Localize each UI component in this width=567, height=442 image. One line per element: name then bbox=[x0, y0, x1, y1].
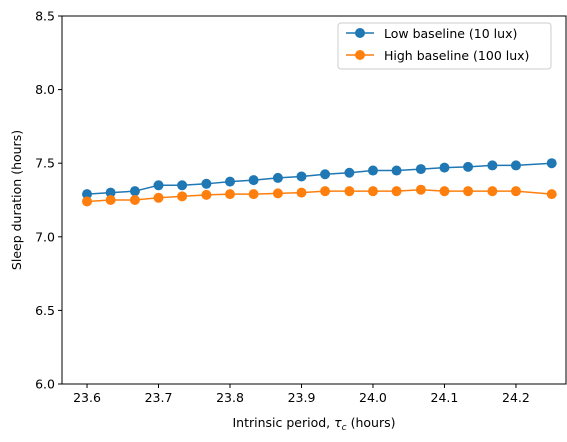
x-tick-label: 23.8 bbox=[216, 390, 244, 405]
x-tick-label: 23.6 bbox=[73, 390, 101, 405]
data-point-1-4 bbox=[177, 191, 187, 201]
legend-label-high: High baseline (100 lux) bbox=[384, 48, 529, 63]
data-point-1-19 bbox=[547, 189, 557, 199]
data-point-1-10 bbox=[320, 186, 330, 196]
y-axis-label: Sleep duration (hours) bbox=[9, 130, 24, 270]
data-point-0-13 bbox=[392, 166, 402, 176]
x-axis-label: Intrinsic period, τc (hours) bbox=[232, 415, 395, 433]
data-point-1-1 bbox=[106, 195, 116, 205]
data-point-1-15 bbox=[439, 186, 449, 196]
data-point-0-17 bbox=[487, 160, 497, 170]
data-point-1-14 bbox=[416, 185, 426, 195]
legend-marker-low bbox=[355, 28, 365, 38]
data-point-1-0 bbox=[82, 196, 92, 206]
data-point-0-18 bbox=[511, 160, 521, 170]
data-point-1-13 bbox=[392, 186, 402, 196]
data-point-1-18 bbox=[511, 186, 521, 196]
y-tick-label: 6.5 bbox=[35, 303, 55, 318]
data-point-1-2 bbox=[130, 195, 140, 205]
data-point-0-2 bbox=[130, 186, 140, 196]
x-tick-label: 24.0 bbox=[359, 390, 387, 405]
y-tick-label: 8.5 bbox=[35, 9, 55, 24]
data-point-1-12 bbox=[368, 186, 378, 196]
data-point-1-17 bbox=[487, 186, 497, 196]
x-tick-label: 24.2 bbox=[502, 390, 530, 405]
data-point-1-6 bbox=[225, 189, 235, 199]
data-point-0-10 bbox=[320, 169, 330, 179]
data-point-0-7 bbox=[249, 175, 259, 185]
data-point-1-7 bbox=[249, 189, 259, 199]
legend-marker-high bbox=[355, 50, 365, 60]
y-tick-label: 7.5 bbox=[35, 156, 55, 171]
data-point-0-6 bbox=[225, 177, 235, 187]
data-point-0-12 bbox=[368, 166, 378, 176]
data-point-1-8 bbox=[273, 188, 283, 198]
data-point-0-15 bbox=[439, 163, 449, 173]
data-point-0-5 bbox=[201, 179, 211, 189]
x-tick-label: 23.7 bbox=[145, 390, 173, 405]
legend-label-low: Low baseline (10 lux) bbox=[384, 26, 517, 41]
data-point-0-4 bbox=[177, 180, 187, 190]
x-tick-label: 23.9 bbox=[288, 390, 316, 405]
y-tick-label: 7.0 bbox=[35, 229, 55, 244]
data-point-0-9 bbox=[296, 171, 306, 181]
legend: Low baseline (10 lux) High baseline (100… bbox=[338, 23, 551, 69]
data-point-0-16 bbox=[463, 162, 473, 172]
data-point-1-3 bbox=[154, 193, 164, 203]
data-point-1-16 bbox=[463, 186, 473, 196]
data-point-0-11 bbox=[344, 168, 354, 178]
data-point-1-11 bbox=[344, 186, 354, 196]
data-point-1-9 bbox=[296, 188, 306, 198]
data-point-1-5 bbox=[201, 190, 211, 200]
y-tick-label: 6.0 bbox=[35, 377, 55, 392]
data-point-0-3 bbox=[154, 180, 164, 190]
data-point-0-19 bbox=[547, 158, 557, 168]
data-point-0-8 bbox=[273, 173, 283, 183]
x-tick-label: 24.1 bbox=[431, 390, 459, 405]
y-tick-label: 8.0 bbox=[35, 82, 55, 97]
data-point-0-14 bbox=[416, 164, 426, 174]
